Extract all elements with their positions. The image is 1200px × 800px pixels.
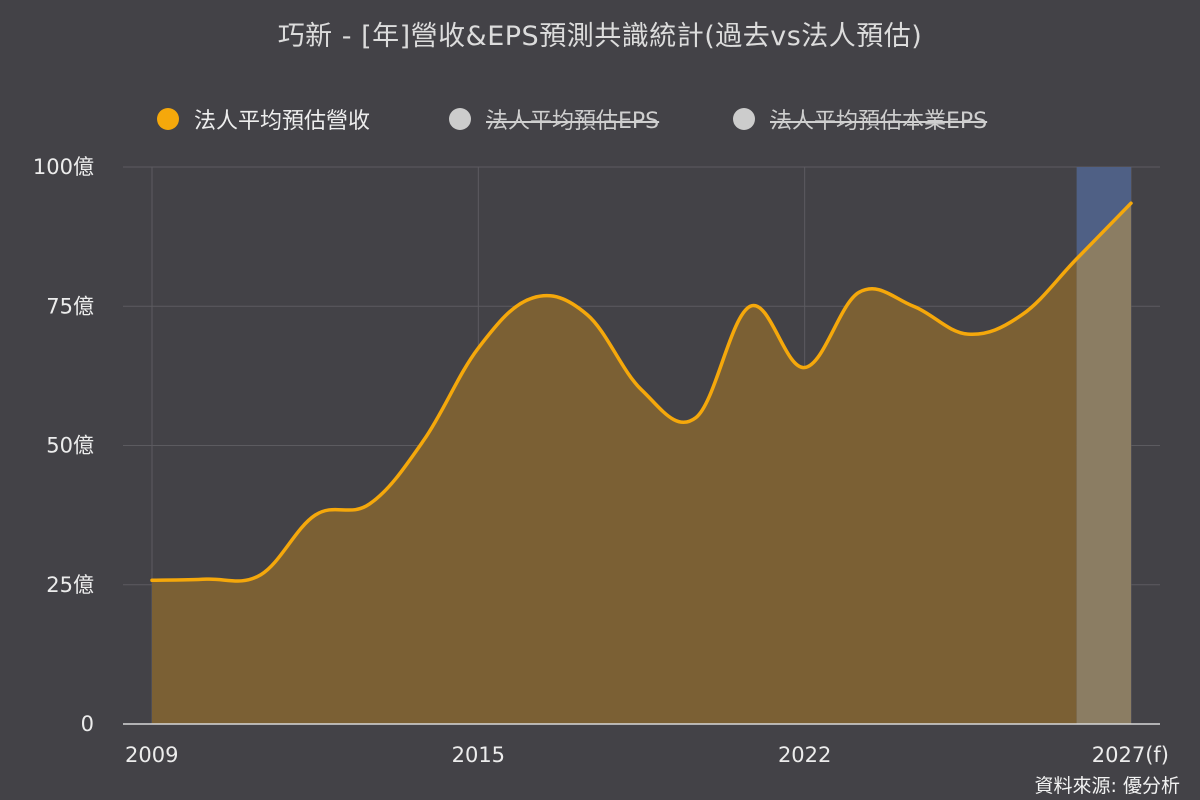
- x-tick-label: 2015: [452, 743, 505, 767]
- legend-dot-eps: [449, 108, 471, 130]
- source-label: 資料來源: 優分析: [1034, 775, 1180, 797]
- legend-label-core-eps: 法人平均預估本業EPS: [770, 109, 988, 134]
- line-layer: [150, 201, 1133, 583]
- tick-label-layer: 0 25億 50億 75億 100億 2009 2015 2022 2027(f): [33, 155, 1169, 767]
- revenue-line: [150, 201, 1133, 583]
- y-tick-label: 25億: [46, 573, 94, 597]
- revenue-forecast-area: [1076, 203, 1131, 724]
- chart-title: 巧新 - [年]營收&EPS預測共識統計(過去vs法人預估): [277, 21, 923, 52]
- chart-legend: 法人平均預估營收 法人平均預估EPS 法人平均預估本業EPS: [0, 103, 1200, 135]
- legend-dot-revenue: [157, 108, 179, 130]
- y-tick-label: 50億: [46, 434, 94, 458]
- legend-label-eps: 法人平均預估EPS: [486, 109, 660, 134]
- x-tick-label: 2027(f): [1092, 743, 1169, 767]
- x-tick-label: 2009: [125, 743, 178, 767]
- revenue-area: [152, 258, 1077, 724]
- y-tick-label: 0: [81, 712, 94, 736]
- legend-item-core-eps[interactable]: 法人平均預估本業EPS: [733, 103, 987, 135]
- legend-item-eps[interactable]: 法人平均預估EPS: [449, 103, 659, 135]
- legend-label-revenue: 法人平均預估營收: [194, 109, 371, 134]
- legend-item-revenue[interactable]: 法人平均預估營收: [157, 103, 370, 135]
- legend-dot-core-eps: [733, 108, 755, 130]
- y-tick-label: 75億: [46, 294, 94, 318]
- x-tick-label: 2022: [778, 743, 831, 767]
- area-layer: [152, 203, 1131, 724]
- y-tick-label: 100億: [33, 155, 94, 179]
